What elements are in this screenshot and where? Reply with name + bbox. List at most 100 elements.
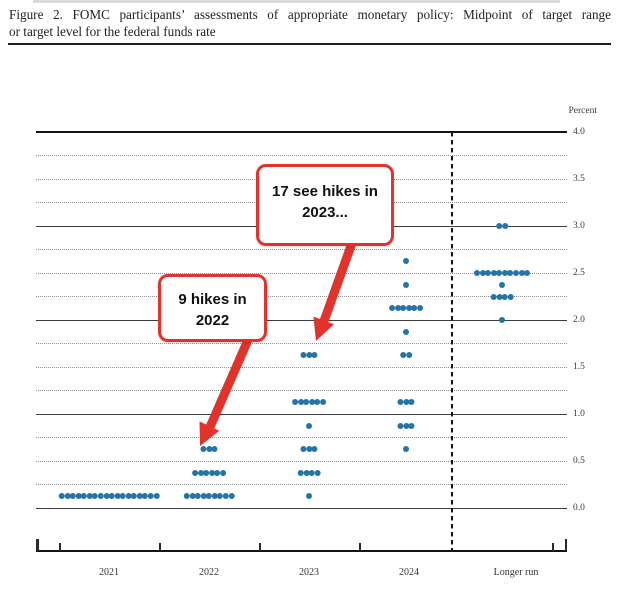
dot <box>394 305 401 312</box>
callout-2023-line1: 17 see hikes in <box>272 183 378 200</box>
dot <box>125 493 132 500</box>
x-axis-line <box>36 550 567 552</box>
dot <box>131 493 138 500</box>
gridline-2.50 <box>36 272 567 274</box>
figure-title-line2: or target level for the federal funds ra… <box>9 23 216 39</box>
dot-row-2024-1.875 <box>403 328 409 335</box>
dot-row-2022-0.125 <box>183 493 235 500</box>
gridline-1.00 <box>36 413 567 415</box>
callout-2022-line2: 2022 <box>195 312 230 329</box>
gridline-1.50 <box>36 366 567 368</box>
dot <box>208 469 215 476</box>
dot <box>524 270 531 276</box>
y-tick-label: 2.5 <box>573 267 585 278</box>
dot <box>403 446 409 453</box>
dot <box>389 305 396 312</box>
dot <box>200 446 207 453</box>
x-category-label: 2024 <box>399 567 419 578</box>
gridline-0.00 <box>36 507 567 509</box>
dot <box>228 493 235 500</box>
dot <box>297 399 304 406</box>
dot <box>211 446 218 453</box>
dot <box>319 399 326 406</box>
y-tick-label: 1.5 <box>573 361 585 372</box>
x-axis-tick <box>159 543 161 551</box>
dot <box>485 270 492 276</box>
dot <box>507 270 514 276</box>
y-tick-label: 4.0 <box>573 126 585 137</box>
gridline-0.75 <box>36 437 567 438</box>
y-tick-label: 0.0 <box>573 502 585 513</box>
figure-title: Figure 2. FOMC participants’ assessments… <box>9 7 611 40</box>
title-rule <box>8 43 611 45</box>
dot <box>147 493 154 500</box>
dot <box>308 399 315 406</box>
gridline-2.00 <box>36 319 567 321</box>
x-category-label: 2023 <box>299 567 319 578</box>
y-tick-label: 1.0 <box>573 408 585 419</box>
dot <box>518 270 525 276</box>
gridline-0.25 <box>36 484 567 485</box>
dot <box>189 493 196 500</box>
dot <box>496 293 503 300</box>
dot-row-2023-0.125 <box>306 493 312 500</box>
dot <box>306 446 312 453</box>
dot-row-2024-1.125 <box>397 399 415 406</box>
dot <box>411 305 418 312</box>
dot <box>192 469 199 476</box>
dot <box>303 469 310 476</box>
dot <box>306 493 312 500</box>
dot <box>306 422 312 429</box>
dot <box>114 493 121 500</box>
dot <box>308 469 315 476</box>
dot-row-2022-0.625 <box>200 446 218 453</box>
dot <box>408 422 415 429</box>
dot <box>490 270 497 276</box>
y-tick-label: 3.0 <box>573 220 585 231</box>
dot <box>203 469 210 476</box>
gridline-4.00 <box>36 131 567 133</box>
dot <box>496 270 503 276</box>
x-category-label: 2022 <box>199 567 219 578</box>
dot <box>200 493 207 500</box>
dot <box>75 493 82 500</box>
gridline-3.75 <box>36 155 567 156</box>
y-tick-label: 2.0 <box>573 314 585 325</box>
dot <box>397 399 404 406</box>
dot <box>103 493 110 500</box>
dot <box>108 493 115 500</box>
dot-row-2021-0.125 <box>58 493 160 500</box>
dot <box>496 223 503 229</box>
dot <box>403 328 409 335</box>
dot <box>311 446 318 453</box>
dot <box>219 469 226 476</box>
dot <box>300 352 307 359</box>
callout-2022-hikes: 9 hikes in 2022 <box>158 274 267 342</box>
gridline-2.75 <box>36 249 567 250</box>
dot <box>64 493 71 500</box>
figure-title-line1: Figure 2. FOMC participants’ assessments… <box>9 7 611 22</box>
dot <box>405 305 412 312</box>
dot <box>405 352 412 359</box>
dot <box>194 493 201 500</box>
dot <box>80 493 87 500</box>
dot <box>507 293 514 300</box>
y-tick-label: 3.5 <box>573 173 585 184</box>
dot <box>69 493 76 500</box>
dot-row-2022-0.375 <box>192 469 226 476</box>
dot <box>92 493 99 500</box>
dot <box>153 493 160 500</box>
dot <box>292 399 299 406</box>
dot-row-longer-run-2 <box>499 317 505 323</box>
dot-row-longer-run-3 <box>496 223 508 229</box>
dot <box>136 493 143 500</box>
dot <box>397 422 404 429</box>
dot-row-longer-run-2.375 <box>499 281 505 288</box>
dot-row-2024-0.625 <box>403 446 409 453</box>
dot <box>214 469 221 476</box>
x-axis-tick <box>552 543 554 551</box>
callout-2023-hikes: 17 see hikes in 2023... <box>256 164 394 246</box>
cropped-text-artifact <box>33 0 560 3</box>
dot <box>499 281 505 288</box>
